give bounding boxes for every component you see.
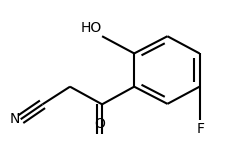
Text: F: F: [197, 122, 205, 135]
Text: O: O: [94, 117, 105, 131]
Text: HO: HO: [81, 21, 102, 35]
Text: N: N: [9, 112, 20, 126]
